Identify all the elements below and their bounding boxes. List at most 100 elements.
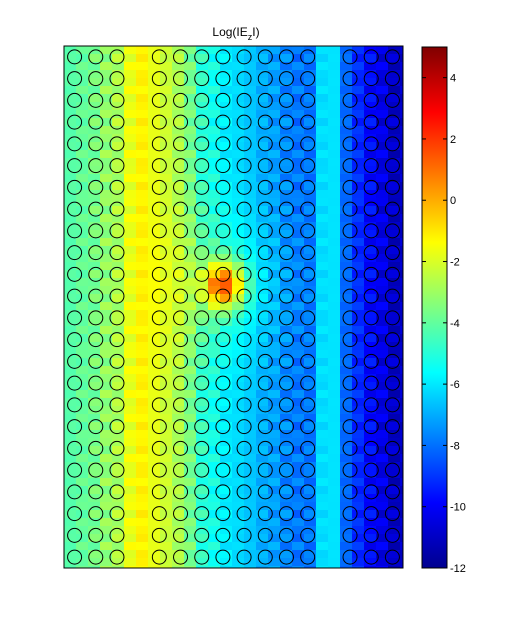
heatmap-cell: [376, 230, 389, 239]
heatmap-cell: [400, 502, 403, 511]
heatmap-cell: [232, 438, 245, 447]
heatmap-cell: [376, 542, 389, 551]
heatmap-cell: [376, 246, 389, 255]
heatmap-cell: [340, 382, 353, 391]
heatmap-cell: [376, 486, 389, 495]
heatmap-cell: [100, 558, 113, 567]
heatmap-cell: [112, 174, 125, 183]
heatmap-cell: [136, 230, 149, 239]
heatmap-cell: [280, 270, 293, 279]
heatmap-cell: [184, 542, 197, 551]
heatmap-cell: [304, 550, 317, 559]
heatmap-cell: [268, 542, 281, 551]
heatmap-cell: [148, 342, 161, 351]
heatmap-cell: [256, 238, 269, 247]
heatmap-cell: [292, 398, 305, 407]
heatmap-cell: [76, 118, 89, 127]
heatmap-cell: [280, 134, 293, 143]
heatmap-cell: [136, 270, 149, 279]
heatmap-cell: [172, 566, 185, 568]
heatmap-cell: [268, 558, 281, 567]
heatmap-cell: [124, 262, 137, 271]
heatmap-cell: [340, 422, 353, 431]
heatmap-cell: [232, 510, 245, 519]
heatmap-cell: [76, 230, 89, 239]
lattice-circle: [342, 440, 358, 456]
heatmap-cell: [136, 78, 149, 87]
heatmap-cell: [64, 470, 77, 479]
heatmap-cell: [376, 294, 389, 303]
lattice-circle: [67, 288, 83, 304]
lattice-circle: [215, 353, 231, 369]
heatmap-cell: [292, 366, 305, 375]
heatmap-cell: [112, 70, 125, 79]
heatmap-cell: [136, 334, 149, 343]
heatmap-cell: [64, 398, 77, 407]
lattice-circle: [88, 158, 104, 174]
heatmap-cell: [136, 262, 149, 271]
heatmap-cell: [280, 246, 293, 255]
lattice-circle: [109, 419, 125, 435]
heatmap-cell: [160, 158, 173, 167]
heatmap-cell: [100, 494, 113, 503]
heatmap-cell: [400, 390, 403, 399]
heatmap-cell: [148, 278, 161, 287]
heatmap-cell: [256, 142, 269, 151]
heatmap-cell: [352, 494, 365, 503]
heatmap-cell: [304, 558, 317, 567]
lattice-circle: [300, 223, 316, 239]
heatmap-cell: [124, 134, 137, 143]
heatmap-cell: [160, 430, 173, 439]
heatmap-cell: [364, 294, 377, 303]
heatmap-cell: [292, 238, 305, 247]
heatmap-cell: [352, 422, 365, 431]
heatmap-cell: [268, 102, 281, 111]
heatmap-cell: [388, 366, 401, 375]
lattice-circle: [384, 49, 400, 65]
heatmap-cell: [232, 54, 245, 63]
lattice-circle: [384, 353, 400, 369]
heatmap-cell: [136, 414, 149, 423]
heatmap-cell: [400, 286, 403, 295]
heatmap-cell: [220, 526, 233, 535]
heatmap-cell: [268, 310, 281, 319]
lattice-circle: [67, 266, 83, 282]
heatmap-cell: [292, 470, 305, 479]
heatmap-cell: [148, 102, 161, 111]
heatmap-cell: [280, 534, 293, 543]
heatmap-cell: [280, 230, 293, 239]
lattice-circle: [109, 136, 125, 152]
heatmap-cell: [136, 510, 149, 519]
heatmap-cell: [304, 62, 317, 71]
heatmap-cell: [304, 206, 317, 215]
heatmap-cell: [304, 566, 317, 568]
heatmap-cell: [232, 198, 245, 207]
heatmap-cell: [400, 422, 403, 431]
heatmap-cell: [220, 190, 233, 199]
lattice-circle: [300, 92, 316, 108]
heatmap-cell: [100, 102, 113, 111]
heatmap-cell: [376, 174, 389, 183]
heatmap-cell: [136, 366, 149, 375]
lattice-circle: [109, 506, 125, 522]
heatmap-cell: [280, 278, 293, 287]
heatmap-cell: [400, 542, 403, 551]
heatmap-cell: [328, 206, 341, 215]
heatmap-cell: [400, 222, 403, 231]
heatmap-cell: [268, 270, 281, 279]
heatmap-cell: [76, 190, 89, 199]
heatmap-cell: [232, 558, 245, 567]
heatmap-cell: [88, 318, 101, 327]
heatmap-cell: [232, 342, 245, 351]
heatmap-cell: [244, 374, 257, 383]
heatmap-cell: [100, 510, 113, 519]
heatmap-cell: [76, 398, 89, 407]
heatmap-cell: [400, 526, 403, 535]
heatmap-cell: [256, 510, 269, 519]
heatmap-cell: [184, 326, 197, 335]
heatmap-cell: [292, 534, 305, 543]
heatmap-cell: [148, 262, 161, 271]
lattice-circle: [215, 397, 231, 413]
heatmap-cell: [244, 366, 257, 375]
heatmap-cell: [244, 190, 257, 199]
